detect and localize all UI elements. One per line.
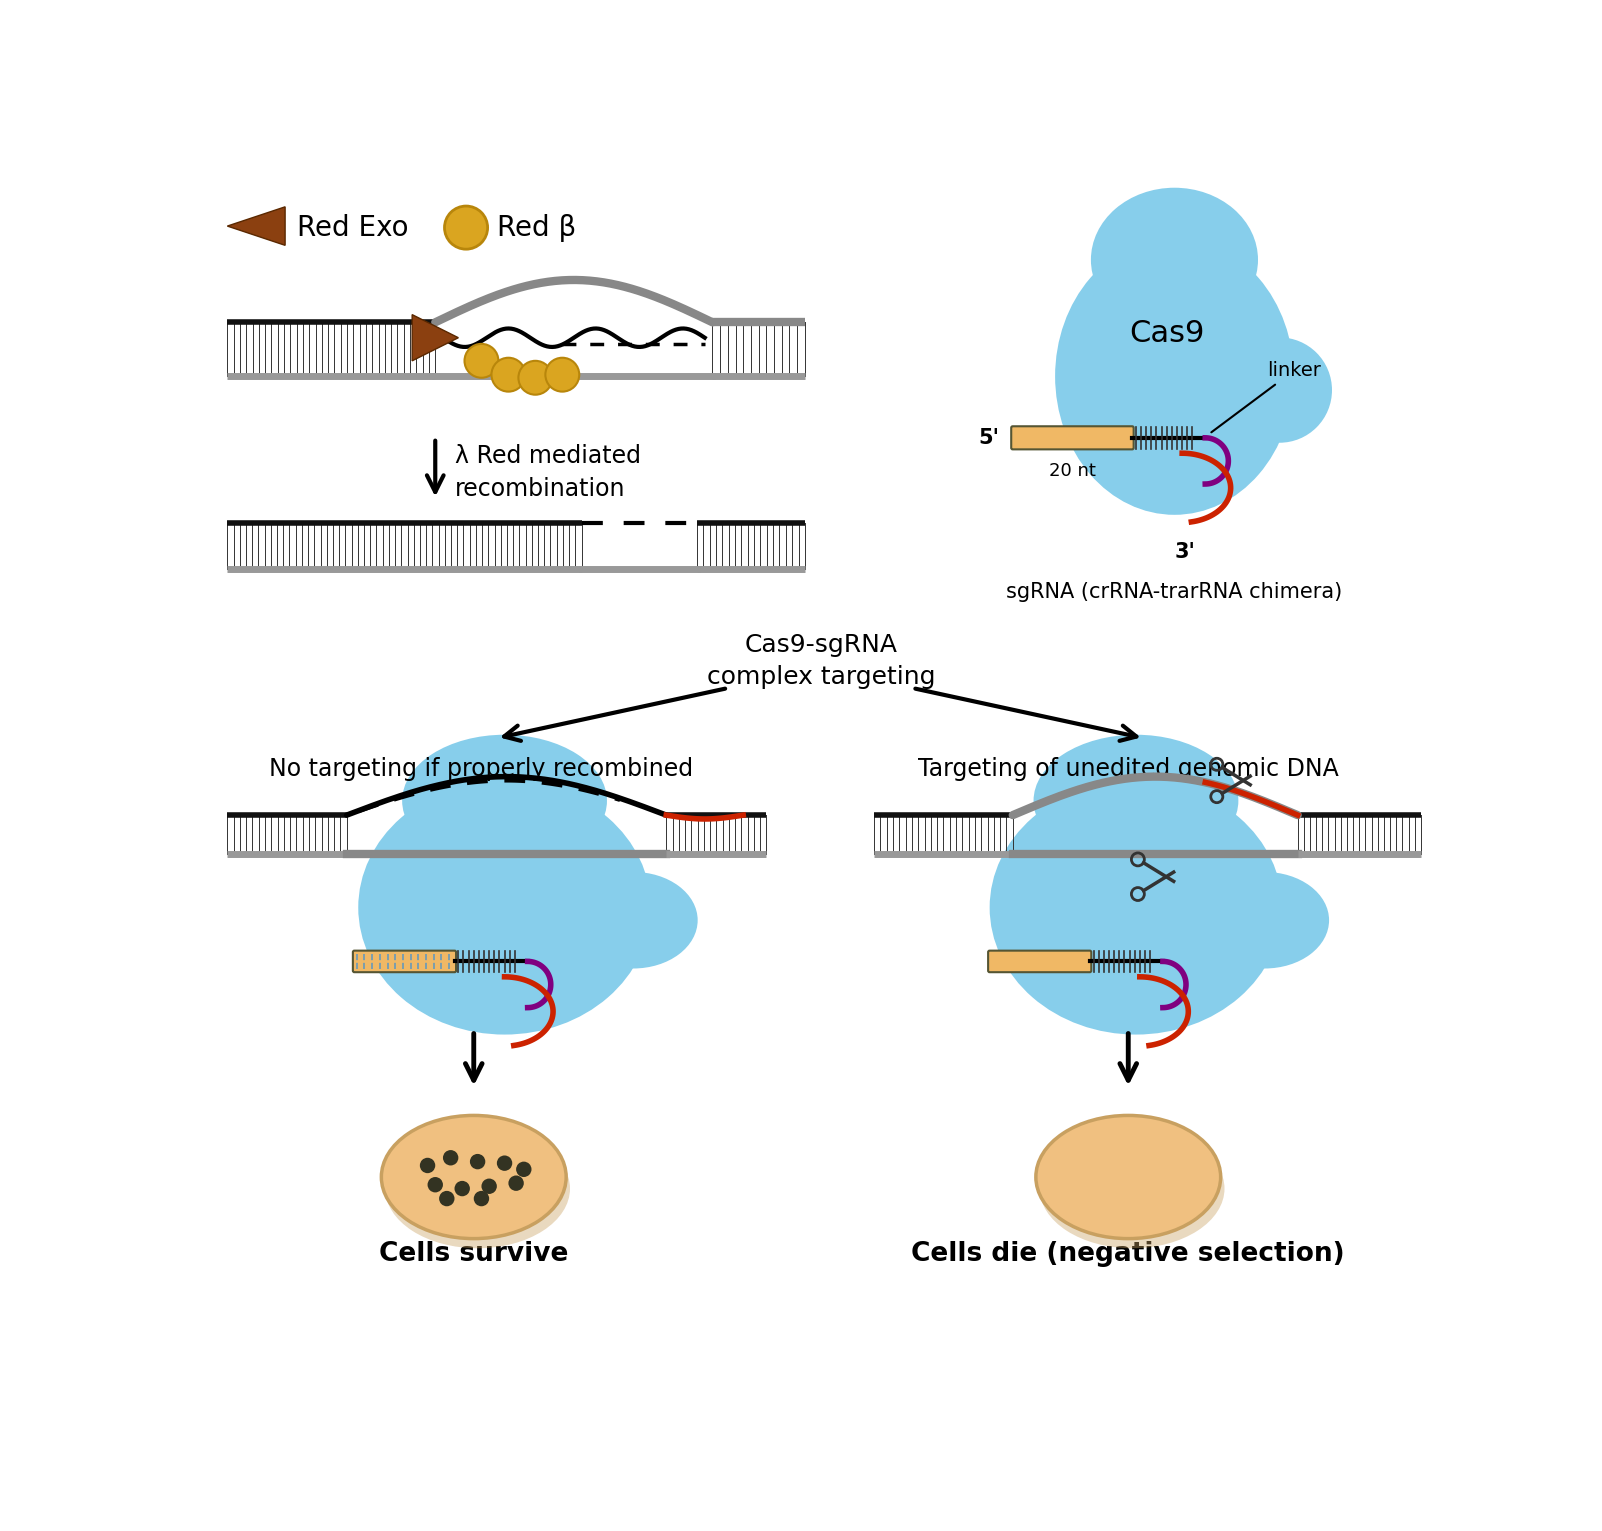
FancyBboxPatch shape — [988, 951, 1091, 972]
Ellipse shape — [384, 1128, 570, 1248]
Ellipse shape — [381, 1116, 566, 1239]
Circle shape — [444, 1150, 458, 1165]
Circle shape — [545, 358, 580, 392]
Ellipse shape — [1056, 237, 1294, 514]
Ellipse shape — [1200, 873, 1330, 969]
Ellipse shape — [1036, 1116, 1221, 1239]
Text: linker: linker — [1211, 361, 1320, 432]
Text: λ Red mediated
recombination: λ Red mediated recombination — [455, 444, 641, 501]
Text: Red Exo: Red Exo — [296, 214, 409, 242]
Ellipse shape — [402, 735, 607, 867]
Ellipse shape — [1033, 735, 1238, 867]
Ellipse shape — [359, 781, 650, 1035]
Circle shape — [444, 207, 487, 250]
Text: No targeting if properly recombined: No targeting if properly recombined — [269, 756, 694, 781]
Polygon shape — [227, 207, 285, 245]
Text: Red β: Red β — [497, 214, 577, 242]
Text: sgRNA (crRNA-trarRNA chimera): sgRNA (crRNA-trarRNA chimera) — [1006, 582, 1342, 602]
FancyBboxPatch shape — [1011, 426, 1134, 450]
FancyBboxPatch shape — [352, 951, 457, 972]
Circle shape — [439, 1191, 455, 1206]
Text: 5': 5' — [977, 427, 1000, 449]
Ellipse shape — [990, 781, 1282, 1035]
Text: Targeting of unedited genomic DNA: Targeting of unedited genomic DNA — [918, 756, 1339, 781]
Circle shape — [474, 1191, 489, 1206]
Circle shape — [428, 1177, 444, 1193]
Ellipse shape — [569, 873, 697, 969]
Circle shape — [420, 1157, 436, 1173]
Circle shape — [516, 1162, 532, 1177]
Text: Cells die (negative selection): Cells die (negative selection) — [912, 1242, 1346, 1268]
Text: Cas9: Cas9 — [1129, 320, 1205, 349]
Circle shape — [482, 1179, 497, 1194]
Ellipse shape — [1091, 188, 1258, 332]
Circle shape — [492, 358, 525, 392]
Text: 20 nt: 20 nt — [1049, 462, 1096, 481]
Polygon shape — [412, 314, 458, 361]
Ellipse shape — [1040, 1128, 1224, 1248]
Circle shape — [455, 1180, 469, 1196]
Circle shape — [519, 361, 553, 395]
Circle shape — [497, 1156, 513, 1171]
Circle shape — [465, 344, 498, 378]
Text: 3': 3' — [1174, 542, 1195, 562]
Circle shape — [469, 1154, 485, 1170]
Text: Cells survive: Cells survive — [380, 1242, 569, 1268]
Text: Cas9-sgRNA
complex targeting: Cas9-sgRNA complex targeting — [706, 634, 936, 689]
Circle shape — [508, 1176, 524, 1191]
Ellipse shape — [1227, 337, 1331, 442]
